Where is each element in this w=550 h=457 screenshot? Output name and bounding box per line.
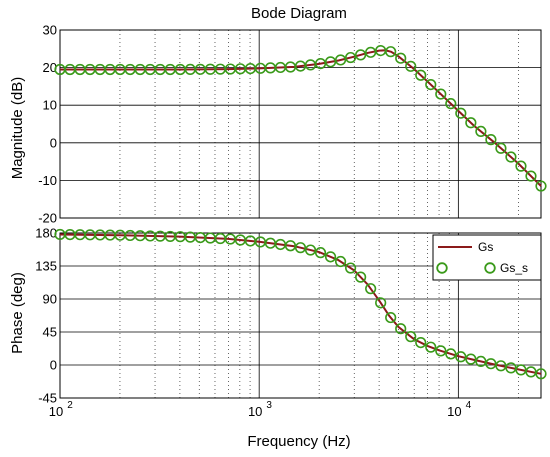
xtick-label: 10	[248, 404, 262, 419]
xtick-exponent: 3	[266, 400, 272, 411]
mag-marker-gs-s	[515, 160, 527, 172]
phase-marker-gs-s	[355, 271, 367, 283]
legend-gs-s-marker-left	[436, 262, 448, 274]
phase-marker-gs-s	[535, 368, 547, 380]
mag-marker-gs-s	[465, 117, 477, 129]
frequency-xlabel: Frequency (Hz)	[247, 433, 350, 450]
phase-marker-gs-s	[314, 247, 327, 259]
phase-marker-gs-s	[485, 358, 497, 370]
mag-marker-gs-s	[415, 69, 427, 81]
mag-marker-gs-s	[485, 134, 497, 146]
mag-ytick-label: 20	[43, 60, 57, 75]
phase-marker-gs-s	[345, 262, 357, 274]
mag-ytick-label: 10	[43, 98, 57, 113]
mag-marker-gs-s	[525, 170, 537, 182]
phase-marker-gs-s	[475, 355, 487, 368]
phase-marker-gs-s	[365, 283, 377, 295]
phase-marker-gs-s	[455, 351, 467, 363]
phase-marker-gs-s	[445, 348, 457, 360]
phase-ytick-label: -45	[38, 391, 57, 406]
phase-ytick-label: 180	[35, 226, 57, 241]
phase-marker-gs-s	[375, 297, 387, 309]
chart-title: Bode Diagram	[251, 5, 347, 22]
phase-marker-gs-s	[294, 242, 307, 254]
phase-ytick-label: 45	[43, 325, 57, 340]
mag-ytick-label: -20	[38, 211, 57, 226]
phase-marker-gs-s	[505, 362, 517, 374]
phase-marker-gs-s	[415, 336, 427, 349]
phase-marker-gs-s	[334, 255, 347, 268]
magnitude-panel: 30 20 10 0 -10 -20	[38, 23, 547, 226]
mag-marker-gs-s	[505, 151, 517, 163]
mag-axes-frame	[59, 29, 542, 219]
phase-marker-gs-s	[465, 353, 477, 365]
mag-marker-gs-s	[475, 125, 487, 138]
phase-marker-gs-s	[495, 360, 507, 372]
mag-ytick-label: 30	[43, 23, 57, 38]
xtick-label: 10	[49, 404, 63, 419]
mag-ytick-label: -10	[38, 173, 57, 188]
mag-marker-gs-s	[334, 54, 347, 66]
mag-marker-gs-s	[495, 142, 507, 154]
legend-gs-label: Gs	[478, 240, 493, 254]
magnitude-ylabel: Magnitude (dB)	[9, 77, 26, 180]
mag-series-line-gs	[60, 49, 542, 187]
phase-marker-gs-s	[435, 345, 447, 357]
mag-marker-gs-s	[405, 60, 417, 72]
mag-marker-gs-s	[345, 51, 357, 64]
phase-marker-gs-s	[405, 331, 417, 343]
phase-series-line-gs	[59, 233, 542, 375]
phase-axes-frame	[59, 232, 542, 399]
mag-marker-gs-s	[425, 78, 437, 91]
legend-gs-s-label: Gs_s	[500, 261, 528, 275]
phase-ytick-label: 90	[43, 292, 57, 307]
phase-ylabel: Phase (deg)	[9, 272, 26, 354]
phase-ytick-label: 0	[50, 358, 57, 373]
xtick-exponent: 2	[67, 400, 73, 411]
phase-ytick-label: 135	[35, 259, 57, 274]
mag-marker-gs-s	[355, 49, 367, 61]
mag-marker-gs-s	[455, 107, 467, 119]
xtick-label: 10	[447, 404, 461, 419]
legend-gs-s-marker-right	[484, 262, 496, 274]
xtick-exponent: 4	[466, 400, 472, 411]
mag-marker-gs-s	[395, 52, 407, 64]
legend: Gs Gs_s	[432, 234, 542, 281]
mag-marker-gs-s	[445, 98, 457, 110]
mag-marker-gs-s	[385, 46, 397, 58]
phase-marker-gs-s	[385, 311, 397, 324]
phase-marker-gs-s	[395, 323, 407, 335]
phase-marker-gs-s	[324, 251, 337, 263]
mag-ytick-label: 0	[50, 135, 57, 150]
mag-marker-gs-s	[535, 180, 547, 192]
phase-marker-gs-s	[304, 244, 317, 256]
mag-marker-gs-s	[435, 88, 447, 100]
phase-marker-gs-s	[425, 341, 437, 353]
